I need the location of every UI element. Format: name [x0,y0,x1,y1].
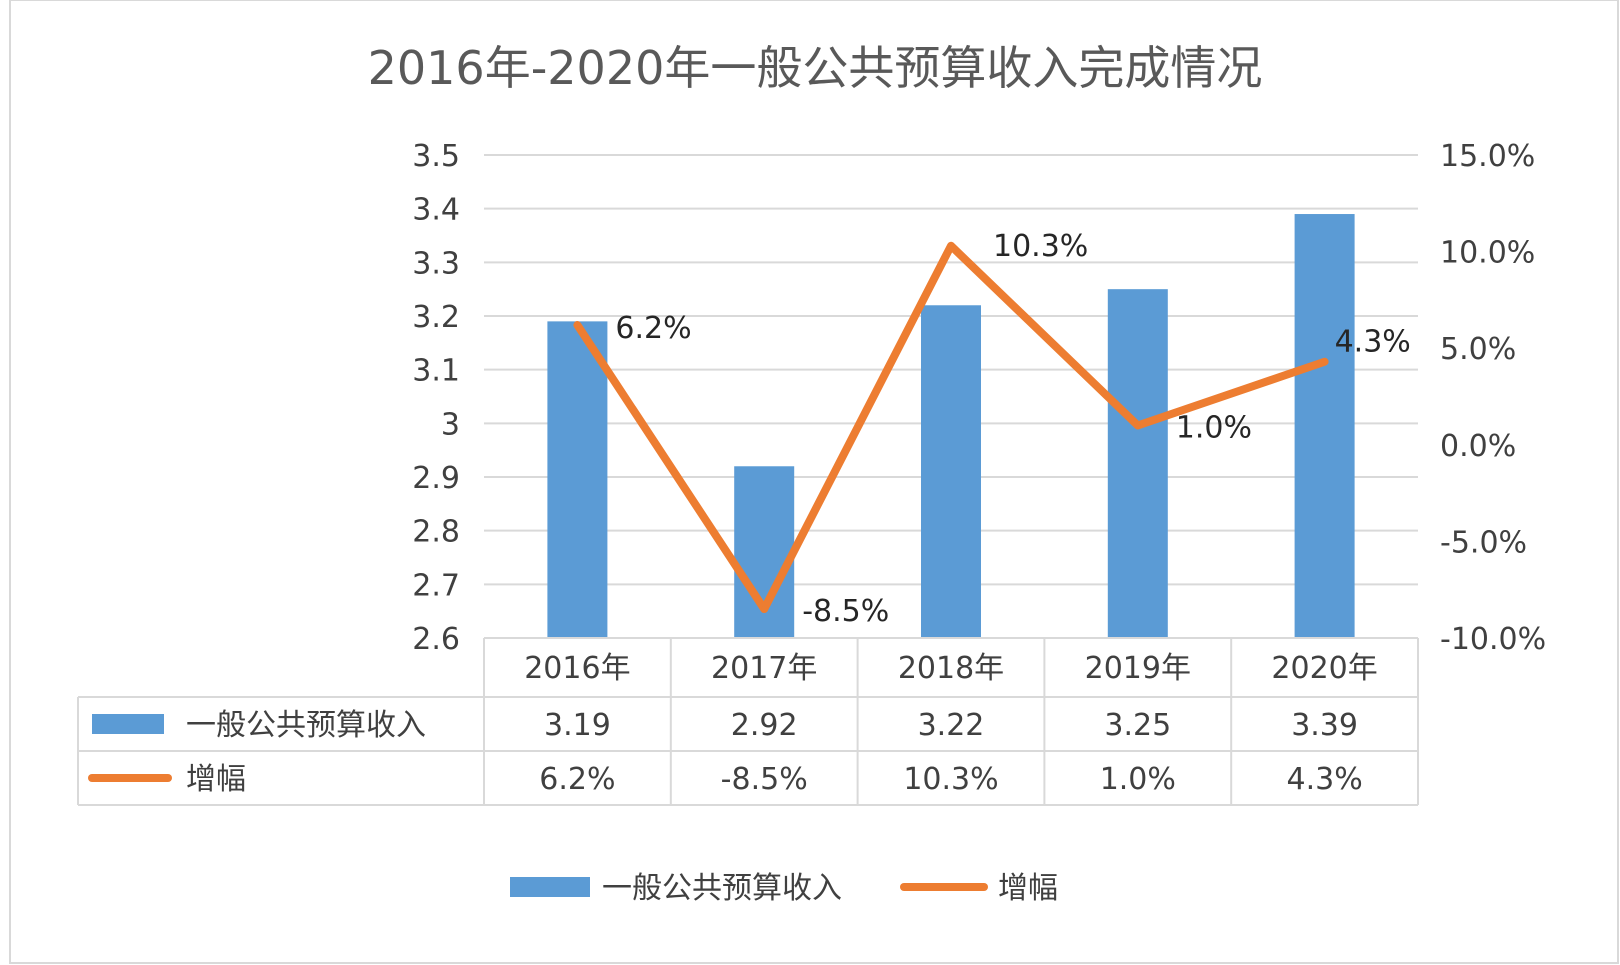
bar [547,321,608,638]
right-tick-label: 15.0% [1440,139,1535,174]
left-tick-label: 3.5 [412,139,460,174]
table-cell: 3.22 [918,708,985,743]
bar [1294,214,1355,639]
right-tick-label: 10.0% [1440,236,1535,271]
table-cell: 6.2% [539,762,615,797]
left-tick-label: 3 [441,407,460,442]
left-tick-label: 3.2 [412,300,460,335]
line-point [1134,422,1141,429]
line-data-label: 6.2% [615,311,691,346]
left-axis: 2.6 2.7 2.8 2.9 3 3.1 3.2 3.3 3.4 3.5 [412,139,460,657]
line-data-label: 4.3% [1335,325,1411,360]
legend-label: 一般公共预算收入 [602,871,842,906]
left-tick-label: 2.9 [412,461,460,496]
table-cell: 3.25 [1104,708,1171,743]
table-row-header: 一般公共预算收入 [186,708,426,743]
chart-title: 2016年-2020年一般公共预算收入完成情况 [368,41,1263,95]
line-series: 6.2% -8.5% 10.3% 1.0% 4.3% [573,229,1411,629]
right-axis: -10.0% -5.0% 0.0% 5.0% 10.0% 15.0% [1440,139,1546,657]
category-label: 2016年 [524,651,630,686]
table-cell: 3.19 [544,708,611,743]
category-label: 2020年 [1271,651,1377,686]
left-tick-label: 2.6 [412,622,460,657]
chart-border [9,0,1619,964]
left-tick-label: 2.8 [412,515,460,550]
line-point [761,606,768,613]
right-tick-label: 5.0% [1440,332,1516,367]
line-point [574,322,581,329]
table-cell: 4.3% [1286,762,1362,797]
bar [1107,289,1168,638]
line-point [1321,358,1328,365]
data-table: 2016年 2017年 2018年 2019年 2020年一般公共预算收入 3.19 2.9… [77,637,1419,806]
left-tick-label: 2.7 [412,568,460,603]
legend-label: 增幅 [998,871,1058,906]
category-label: 2018年 [898,651,1004,686]
right-tick-label: 0.0% [1440,429,1516,464]
line-data-label: -8.5% [802,594,889,629]
table-cell: 10.3% [903,762,998,797]
left-tick-label: 3.3 [412,246,460,281]
table-key-bar [92,714,164,734]
line-data-label: 1.0% [1176,410,1252,445]
table-cell: -8.5% [721,762,808,797]
bar [921,305,981,638]
right-tick-label: -5.0% [1440,525,1527,560]
right-tick-label: -10.0% [1440,622,1546,657]
category-label: 2017年 [711,651,817,686]
legend: 一般公共预算收入 增幅 [510,871,1058,906]
left-tick-label: 3.4 [412,193,460,228]
category-label: 2019年 [1085,651,1191,686]
table-cell: 2.92 [731,708,798,743]
left-tick-label: 3.1 [412,354,460,389]
line-point [948,242,954,249]
line-data-label: 10.3% [993,229,1088,264]
legend-swatch-bar [510,877,590,897]
table-row-header: 增幅 [186,762,246,797]
table-cell: 1.0% [1100,762,1176,797]
table-cell: 3.39 [1291,708,1358,743]
